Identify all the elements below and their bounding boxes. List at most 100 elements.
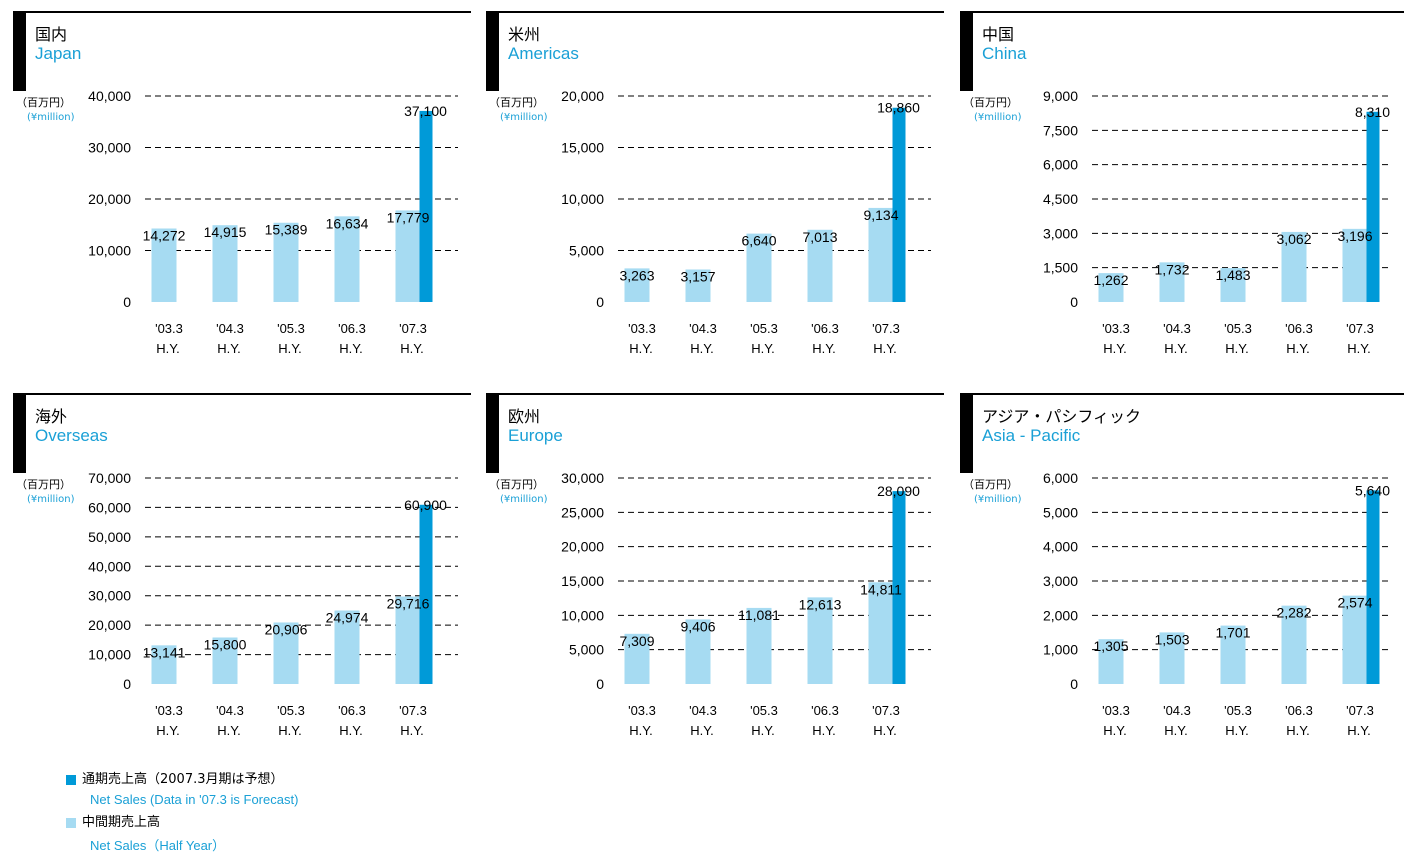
data-label-half-year: 13,141 bbox=[143, 644, 186, 660]
x-tick-label: '07.3 bbox=[399, 703, 427, 718]
x-tick-label: '03.3 bbox=[1102, 703, 1130, 718]
bar-half-year bbox=[1159, 262, 1185, 302]
chart-panel-americas: 米州 Americas （百万円） (¥million) 0 5,000 10,00… bbox=[486, 11, 944, 381]
header-bar bbox=[960, 393, 973, 473]
x-tick-label: H.Y. bbox=[217, 341, 241, 356]
bar-full-year bbox=[1366, 111, 1380, 302]
y-tick-label: 10,000 bbox=[561, 607, 604, 623]
x-tick-label: H.Y. bbox=[339, 723, 363, 738]
x-tick-label: H.Y. bbox=[278, 341, 302, 356]
bar-half-year bbox=[685, 269, 711, 302]
chart-panel-china: 中国 China （百万円） (¥million) 0 1,500 3,000 4,5… bbox=[960, 11, 1404, 381]
y-tick-label: 15,000 bbox=[561, 140, 604, 156]
x-tick-label: H.Y. bbox=[1164, 723, 1188, 738]
y-tick-label: 0 bbox=[596, 676, 604, 692]
bar-half-year bbox=[334, 216, 360, 302]
data-label-half-year: 3,157 bbox=[680, 268, 715, 284]
legend-label-half-year-en: Net Sales（Half Year） bbox=[90, 838, 226, 853]
data-label-half-year: 9,406 bbox=[680, 618, 715, 634]
bar-half-year bbox=[1098, 273, 1124, 302]
y-tick-label: 50,000 bbox=[88, 529, 131, 545]
data-label-half-year: 15,800 bbox=[204, 637, 247, 653]
bar-half-year bbox=[151, 645, 177, 684]
data-label-half-year: 7,309 bbox=[619, 633, 654, 649]
data-label-half-year: 2,574 bbox=[1337, 595, 1372, 611]
x-tick-label: '03.3 bbox=[628, 321, 656, 336]
header-rule bbox=[973, 393, 1404, 395]
x-tick-label: '04.3 bbox=[1163, 703, 1191, 718]
x-tick-label: H.Y. bbox=[629, 723, 653, 738]
bar-half-year bbox=[746, 233, 772, 302]
bar-half-year bbox=[212, 225, 238, 302]
panel-title-en: Japan bbox=[35, 44, 82, 63]
panel-title-en: China bbox=[982, 44, 1027, 63]
data-label-half-year: 1,503 bbox=[1154, 631, 1189, 647]
x-tick-label: H.Y. bbox=[1103, 723, 1127, 738]
x-tick-label: H.Y. bbox=[156, 341, 180, 356]
panel-title-jp: 中国 bbox=[982, 25, 1015, 44]
y-tick-label: 30,000 bbox=[561, 470, 604, 486]
unit-label-jp: （百万円） bbox=[489, 478, 544, 491]
y-tick-label: 1,000 bbox=[1043, 642, 1078, 658]
y-tick-label: 60,000 bbox=[88, 499, 131, 515]
unit-label-en: (¥million) bbox=[974, 112, 1022, 123]
data-label-half-year: 3,196 bbox=[1337, 228, 1372, 244]
x-tick-label: '06.3 bbox=[338, 321, 366, 336]
x-tick-label: '06.3 bbox=[338, 703, 366, 718]
panel-title-jp: 欧州 bbox=[508, 407, 541, 426]
panel-title-en: Asia - Pacific bbox=[982, 426, 1081, 445]
y-tick-label: 6,000 bbox=[1043, 470, 1078, 486]
y-tick-label: 0 bbox=[596, 294, 604, 310]
legend-label-full-year-en: Net Sales (Data in '07.3 is Forecast) bbox=[90, 792, 299, 807]
header-rule bbox=[26, 11, 471, 13]
x-tick-label: '05.3 bbox=[750, 321, 778, 336]
header-bar bbox=[960, 11, 973, 91]
bar-half-year bbox=[395, 596, 421, 684]
data-label-half-year: 20,906 bbox=[265, 621, 308, 637]
x-tick-label: '03.3 bbox=[1102, 321, 1130, 336]
legend-label-half-year-jp: 中間期売上高 bbox=[82, 815, 161, 830]
panel-title-en: Americas bbox=[508, 44, 579, 63]
data-label-half-year: 15,389 bbox=[265, 222, 308, 238]
unit-label-en: (¥million) bbox=[500, 112, 548, 123]
bar-chart-asia-pacific: 0 1,000 2,000 3,000 4,000 5,000 6,000 1,305 '03.… bbox=[1043, 470, 1392, 738]
y-tick-label: 20,000 bbox=[561, 88, 604, 104]
panel-title-jp: 国内 bbox=[35, 25, 68, 44]
bar-half-year bbox=[1220, 625, 1246, 684]
x-tick-label: '04.3 bbox=[1163, 321, 1191, 336]
x-tick-label: '03.3 bbox=[155, 321, 183, 336]
y-tick-label: 0 bbox=[123, 294, 131, 310]
data-label-full-year: 60,900 bbox=[404, 497, 447, 513]
x-tick-label: H.Y. bbox=[1347, 723, 1371, 738]
bar-chart-japan: 0 10,000 20,000 30,000 40,000 14,272 '03.3 H.Y.… bbox=[88, 88, 458, 356]
panel-title-jp: 海外 bbox=[35, 407, 68, 426]
unit-label-jp: （百万円） bbox=[16, 96, 71, 109]
header-rule bbox=[973, 11, 1404, 13]
data-label-full-year: 8,310 bbox=[1355, 104, 1390, 120]
x-tick-label: H.Y. bbox=[629, 341, 653, 356]
y-tick-label: 0 bbox=[123, 676, 131, 692]
y-tick-label: 4,500 bbox=[1043, 191, 1078, 207]
y-tick-label: 9,000 bbox=[1043, 88, 1078, 104]
y-tick-label: 3,000 bbox=[1043, 573, 1078, 589]
bar-half-year bbox=[212, 637, 238, 684]
x-tick-label: '07.3 bbox=[1346, 703, 1374, 718]
bar-half-year bbox=[868, 582, 894, 684]
legend-swatch-half-year bbox=[66, 817, 76, 828]
header-bar bbox=[13, 11, 26, 91]
bar-full-year bbox=[892, 107, 906, 302]
x-tick-label: '05.3 bbox=[1224, 703, 1252, 718]
x-tick-label: '07.3 bbox=[1346, 321, 1374, 336]
data-label-half-year: 1,701 bbox=[1215, 625, 1250, 641]
bar-chart-china: 0 1,500 3,000 4,500 6,000 7,500 9,000 1,262 '03.… bbox=[1043, 88, 1392, 356]
x-tick-label: '05.3 bbox=[1224, 321, 1252, 336]
data-label-half-year: 2,282 bbox=[1276, 605, 1311, 621]
y-tick-label: 0 bbox=[1070, 294, 1078, 310]
legend-item-full-year: 通期売上高（2007.3月期は予想） bbox=[66, 768, 284, 787]
y-tick-label: 40,000 bbox=[88, 88, 131, 104]
header-rule bbox=[499, 11, 944, 13]
bar-half-year bbox=[624, 268, 650, 302]
data-label-half-year: 3,263 bbox=[619, 267, 654, 283]
x-tick-label: H.Y. bbox=[400, 723, 424, 738]
panel-title-jp: 米州 bbox=[508, 25, 541, 44]
